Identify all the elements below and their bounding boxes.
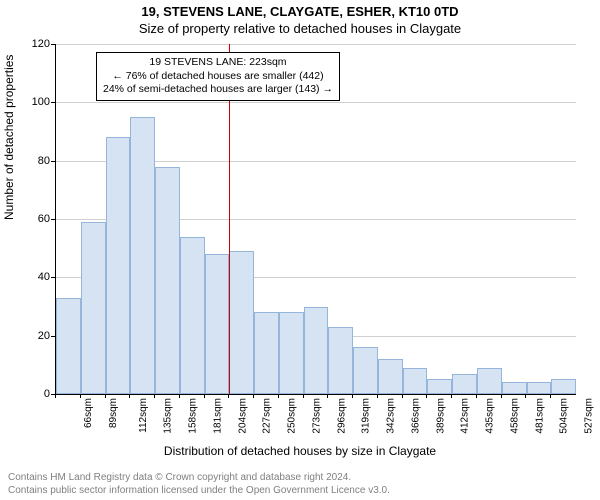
bar [106,137,131,394]
xtick-label: 504sqm [559,398,570,434]
ytick-mark [51,336,55,337]
bar [304,307,329,395]
bar [81,222,106,394]
xtick-label: 158sqm [188,398,199,434]
xtick-mark [525,394,526,398]
xtick-label: 389sqm [435,398,446,434]
xtick-mark [204,394,205,398]
ytick-mark [51,102,55,103]
title-main: 19, STEVENS LANE, CLAYGATE, ESHER, KT10 … [0,0,600,19]
xtick-mark [105,394,106,398]
xtick-label: 135sqm [163,398,174,434]
ytick-label: 80 [20,155,50,167]
ytick-mark [51,277,55,278]
xtick-mark [80,394,81,398]
ytick-mark [51,161,55,162]
ytick-label: 20 [20,330,50,342]
bar [130,117,155,394]
xtick-mark [402,394,403,398]
xtick-mark [550,394,551,398]
chart-area: 19 STEVENS LANE: 223sqm ← 76% of detache… [55,44,575,394]
chart-container: 19, STEVENS LANE, CLAYGATE, ESHER, KT10 … [0,0,600,500]
ytick-label: 0 [20,388,50,400]
xtick-label: 366sqm [410,398,421,434]
xtick-label: 250sqm [287,398,298,434]
xtick-label: 227sqm [262,398,273,434]
xtick-mark [55,394,56,398]
annotation-line3: 24% of semi-detached houses are larger (… [103,83,333,97]
xtick-label: 527sqm [584,398,595,434]
footer-line1: Contains HM Land Registry data © Crown c… [8,472,390,485]
xtick-label: 435sqm [485,398,496,434]
xtick-mark [501,394,502,398]
xtick-mark [327,394,328,398]
bar [551,379,576,394]
xtick-label: 342sqm [386,398,397,434]
annotation-line1: 19 STEVENS LANE: 223sqm [103,56,333,70]
xtick-label: 89sqm [108,398,119,428]
ytick-mark [51,219,55,220]
bar [502,382,527,394]
xtick-label: 412sqm [460,398,471,434]
plot-area: 19 STEVENS LANE: 223sqm ← 76% of detache… [55,44,576,395]
xtick-mark [303,394,304,398]
bar [205,254,230,394]
y-axis-label: Number of detached properties [2,55,16,220]
xtick-mark [451,394,452,398]
xtick-mark [476,394,477,398]
bar [477,368,502,394]
bar [56,298,81,394]
ytick-label: 40 [20,271,50,283]
xtick-mark [129,394,130,398]
xtick-label: 66sqm [83,398,94,428]
annotation-line2: ← 76% of detached houses are smaller (44… [103,70,333,84]
xtick-mark [352,394,353,398]
xtick-mark [228,394,229,398]
xtick-label: 458sqm [510,398,521,434]
bar [279,312,304,394]
xtick-label: 181sqm [212,398,223,434]
footer-line2: Contains public sector information licen… [8,485,390,498]
xtick-mark [154,394,155,398]
bar [527,382,552,394]
xtick-mark [278,394,279,398]
xtick-label: 319sqm [361,398,372,434]
ytick-label: 120 [20,38,50,50]
bar [427,379,452,394]
xtick-label: 112sqm [137,398,148,433]
annotation-box: 19 STEVENS LANE: 223sqm ← 76% of detache… [96,52,340,101]
bar [229,251,254,394]
title-sub: Size of property relative to detached ho… [0,19,600,36]
bar [254,312,279,394]
bar [328,327,353,394]
bar [353,347,378,394]
bar [180,237,205,395]
xtick-mark [179,394,180,398]
xtick-mark [253,394,254,398]
xtick-label: 296sqm [336,398,347,434]
bar [155,167,180,395]
bar [378,359,403,394]
bar [452,374,477,394]
xtick-label: 481sqm [534,398,545,434]
xtick-mark [377,394,378,398]
xtick-label: 273sqm [311,398,322,434]
ytick-label: 60 [20,213,50,225]
ytick-mark [51,44,55,45]
footer-attribution: Contains HM Land Registry data © Crown c… [8,472,390,497]
x-axis-label: Distribution of detached houses by size … [0,444,600,458]
xtick-mark [426,394,427,398]
ytick-label: 100 [20,96,50,108]
bar [403,368,428,394]
xtick-label: 204sqm [237,398,248,434]
